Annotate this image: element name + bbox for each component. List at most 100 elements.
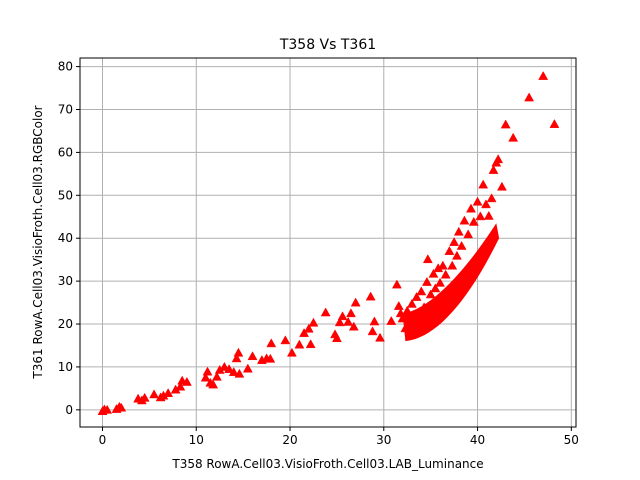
x-tick-label: 40 [470,433,485,447]
y-tick-label: 50 [58,188,73,202]
data-point [102,404,113,414]
y-tick-label: 40 [58,231,73,245]
data-point [348,321,359,331]
y-tick-label: 30 [58,274,73,288]
data-point [478,179,489,189]
y-axis-label: T361 RowA.Cell03.VisioFroth.Cell03.RGBCo… [31,105,45,379]
data-point [437,260,448,270]
data-point [488,164,499,174]
data-point [497,181,507,191]
plot-frame [79,57,577,428]
data-point [444,246,455,255]
data-point [365,291,376,301]
data-point [234,368,245,378]
data-point [440,269,451,279]
x-tick-label: 20 [282,433,297,447]
data-point [456,240,467,250]
grid-layer [80,58,576,427]
data-point [463,229,474,239]
data-points [97,71,560,415]
y-tick-label: 80 [58,60,73,74]
data-point [286,347,297,357]
data-point [459,215,470,225]
data-point [375,332,385,342]
data-point [508,132,519,142]
ticks-layer: 0 10 20 30 40 50 0 10 20 30 40 50 60 70 80 [58,60,579,447]
dense-point-cluster [402,223,500,342]
data-point [493,154,504,164]
data-point [393,300,404,310]
data-point [200,372,211,382]
x-tick-label: 30 [376,433,391,447]
data-point [422,254,433,264]
x-tick-label: 10 [189,433,204,447]
data-point [350,297,361,307]
data-point [247,351,258,361]
data-point [139,392,150,402]
data-point [416,286,427,296]
y-tick-label: 60 [58,145,73,159]
data-point [447,260,458,270]
x-tick-label: 0 [99,433,107,447]
data-point [367,326,378,336]
data-point [308,317,319,327]
data-point [421,276,432,286]
data-point [228,367,239,376]
data-point [549,119,560,128]
data-point [411,291,422,301]
data-point [334,317,345,327]
data-point [481,199,491,209]
data-point [224,364,235,373]
data-point [538,71,549,80]
data-point [453,226,464,236]
data-point [500,119,511,129]
data-point [468,216,479,226]
data-point [266,338,277,348]
y-tick-label: 0 [65,403,73,417]
y-tick-label: 10 [58,360,73,374]
chart-title: T358 Vs T361 [279,37,376,53]
data-point [280,335,291,345]
x-tick-label: 50 [564,433,579,447]
data-point [386,316,397,325]
data-point [524,92,535,102]
data-point [483,210,494,220]
data-point [331,333,342,343]
data-point [305,339,316,349]
data-point [337,311,348,321]
data-point [475,211,486,221]
data-point [116,402,127,412]
data-point [181,376,192,386]
data-point [163,388,174,397]
data-point [175,381,186,391]
data-point [466,203,476,213]
data-point [369,316,380,326]
y-tick-label: 20 [58,317,73,331]
data-point [408,309,419,319]
data-point [400,323,411,333]
data-point [449,237,460,246]
data-point [265,353,276,363]
data-point [343,316,354,326]
data-point [402,305,413,315]
data-point [428,268,439,278]
data-point [451,250,462,260]
data-point [425,289,436,299]
data-point [149,389,159,399]
data-point [208,379,219,389]
data-point [231,353,242,363]
data-point [472,196,483,206]
data-point [430,283,441,293]
data-point [242,363,253,373]
data-point [397,313,408,323]
data-point [320,307,331,317]
data-point [233,347,244,357]
y-tick-label: 70 [58,102,73,116]
data-point [406,298,417,308]
data-point [202,366,213,376]
data-point [486,193,497,203]
data-point [346,308,356,318]
data-point [211,371,222,381]
